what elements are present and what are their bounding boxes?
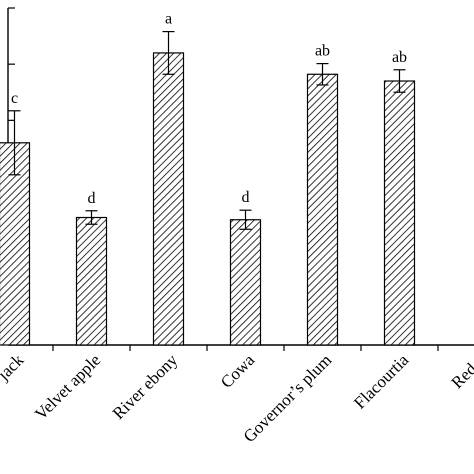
significance-label: ab	[315, 43, 330, 60]
bar-6	[383, 80, 416, 346]
significance-label: c	[11, 90, 18, 107]
bar-3	[152, 52, 185, 346]
bar-4	[229, 219, 262, 346]
bars-layer	[0, 30, 416, 346]
category-label: Cowa	[217, 350, 259, 392]
category-label: Flacourtia	[350, 350, 412, 412]
significance-label: d	[242, 189, 250, 206]
significance-label: a	[165, 11, 172, 28]
significance-label: d	[88, 190, 96, 207]
significance-label: ab	[392, 49, 407, 66]
category-label: Velvet apple	[31, 350, 104, 423]
bar-5	[306, 73, 339, 346]
category-label: River ebony	[109, 350, 182, 423]
category-label: Red p	[448, 350, 474, 392]
category-label: key jack	[0, 350, 28, 404]
bar-2	[75, 216, 108, 346]
